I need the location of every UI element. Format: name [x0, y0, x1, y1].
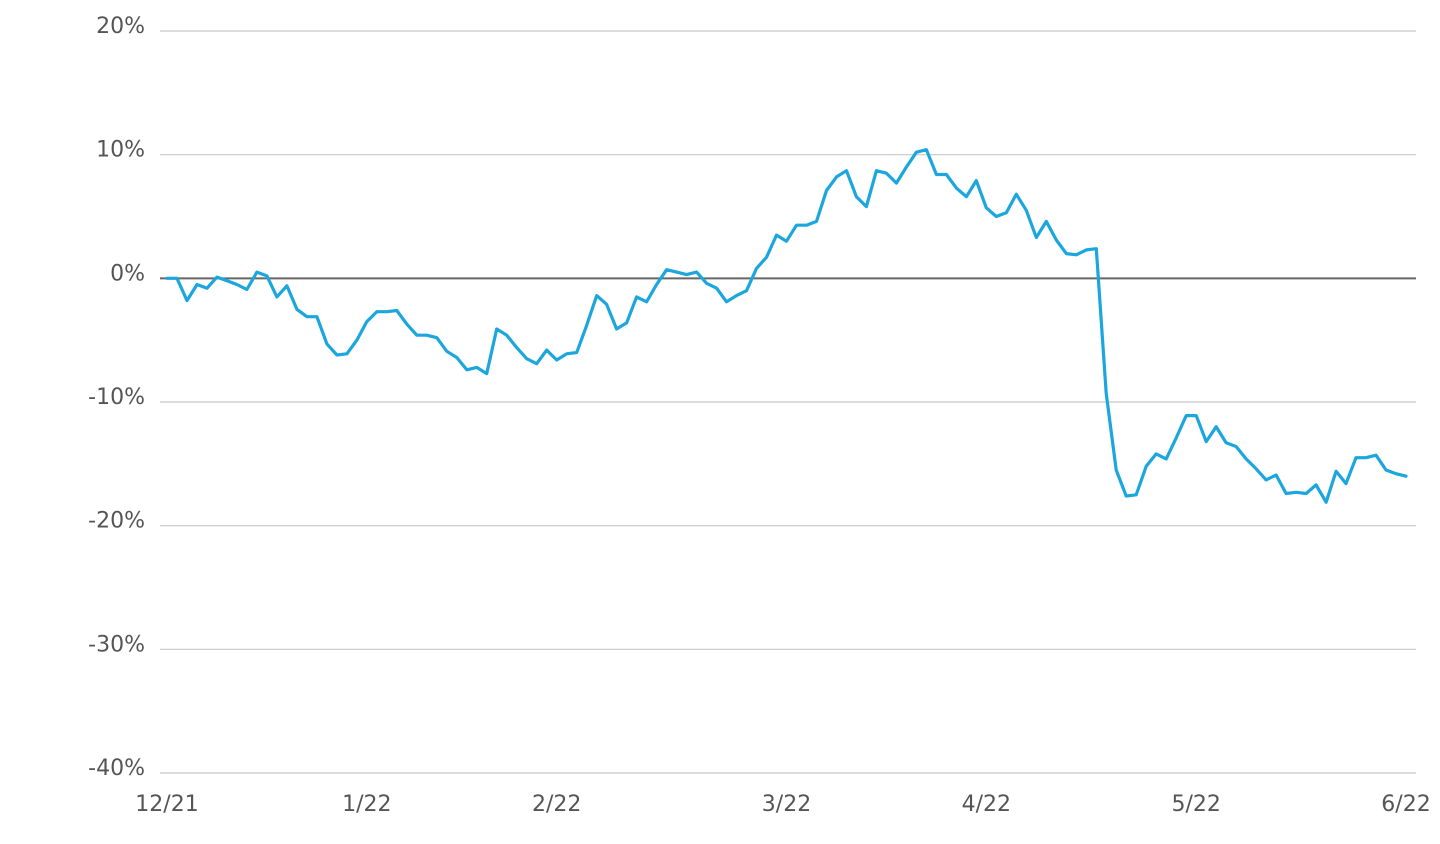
- y-tick-label: 10%: [96, 138, 145, 163]
- x-tick-label: 3/22: [762, 792, 811, 817]
- y-tick-label: 0%: [110, 261, 145, 286]
- y-tick-label: -10%: [88, 385, 145, 410]
- y-tick-label: -20%: [88, 509, 145, 534]
- y-tick-label: -30%: [88, 632, 145, 657]
- x-tick-label: 6/22: [1381, 792, 1430, 817]
- y-tick-label: 20%: [96, 14, 145, 39]
- data-line: [165, 148, 1408, 504]
- x-tick-label: 12/21: [135, 792, 198, 817]
- x-tick-label: 1/22: [342, 792, 391, 817]
- x-tick-label: 4/22: [962, 792, 1011, 817]
- x-tick-label: 5/22: [1171, 792, 1220, 817]
- x-tick-label: 2/22: [532, 792, 581, 817]
- y-tick-label: -40%: [88, 756, 145, 781]
